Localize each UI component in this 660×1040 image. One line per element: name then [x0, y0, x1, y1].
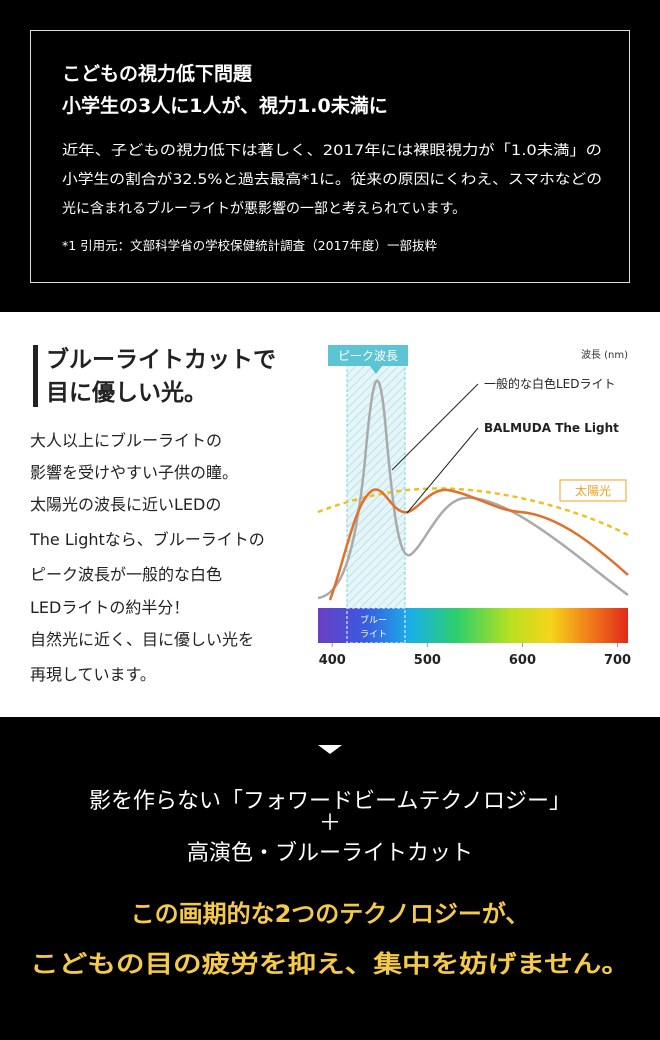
feature-body: The Lightなら、ブルーライトの — [29, 530, 265, 549]
highlight-line: この画期的な2つのテクノロジーが、 — [131, 900, 530, 928]
peak-label: ピーク波長 — [338, 349, 398, 363]
x-tick-label: 500 — [414, 653, 441, 668]
feature-body: 再現しています。 — [30, 665, 156, 684]
intro-title: こどもの視力低下問題 — [62, 62, 253, 85]
feature-body: ピーク波長が一般的な白色 — [30, 565, 222, 584]
title-bar — [33, 345, 38, 407]
series-label: 太陽光 — [575, 483, 611, 498]
feature-title: ブルーライトカットで — [46, 346, 276, 373]
feature: ブルーライトカットで 目に優しい光。 大人以上にブルーライトの 影響を受けやすい… — [29, 346, 276, 684]
intro: こどもの視力低下問題 小学生の3人に1人が、視力1.0未満に 近年、子どもの視力… — [62, 62, 602, 253]
highlight: この画期的な2つのテクノロジーが、 こどもの目の疲労を抑え、集中を妨げません。 — [30, 900, 630, 978]
peak-band — [346, 364, 406, 609]
feature-body: 大人以上にブルーライトの — [30, 431, 222, 450]
intro-body: 小学生の割合が32.5%と過去最高*1に。従来の原因にくわえ、スマホなどの — [62, 171, 602, 188]
blue-band — [346, 607, 406, 644]
feature-panel — [0, 312, 660, 717]
arrow — [318, 745, 342, 754]
highlight-line: こどもの目の疲労を抑え、集中を妨げません。 — [30, 950, 630, 978]
feature-body: LEDライトの約半分！ — [30, 598, 189, 617]
spectrum-bar — [318, 608, 628, 643]
balmuda-curve — [328, 488, 629, 601]
intro-body: 光に含まれるブルーライトが悪影響の一部と考えられています。 — [62, 200, 466, 217]
leader — [406, 427, 479, 514]
band-label: ライト — [360, 629, 387, 640]
x-tick-label: 700 — [604, 653, 631, 668]
x-tick-label: 400 — [319, 653, 346, 668]
summary-line: ＋ — [319, 811, 341, 836]
intro-body: 近年、子どもの視力低下は著しく、2017年には裸眼視力が「1.0未満」の — [62, 143, 602, 159]
leader — [391, 383, 479, 471]
x-tick-label: 600 — [509, 653, 536, 668]
intro-box — [30, 30, 630, 283]
series-label: 一般的な白色LEDライト — [484, 376, 616, 391]
feature-body: 太陽光の波長に近いLEDの — [30, 495, 221, 514]
spectrum-chart: ピーク波長 波長 (nm) 一般的な白色LEDライト BALMUDA The L… — [317, 345, 631, 668]
peak-label-box — [328, 345, 408, 366]
axis-label: 波長 (nm) — [581, 348, 628, 361]
feature-title: 目に優しい光。 — [46, 380, 207, 406]
peak-pointer — [370, 366, 382, 374]
intro-subtitle: 小学生の3人に1人が、視力1.0未満に — [62, 94, 388, 117]
intro-note: *1 引用元：文部科学省の学校保健統計調査（2017年度）一部抜粋 — [62, 238, 437, 253]
x-ticks: 400 500 600 700 — [319, 643, 631, 668]
feature-body: 影響を受けやすい子供の瞳。 — [30, 463, 238, 482]
band-label: ブルー — [360, 614, 387, 626]
summary-line: 影を作らない「フォワードビームテクノロジー」 — [89, 789, 571, 814]
feature-body: 自然光に近く、目に優しい光を — [30, 630, 254, 649]
sun-label-box — [559, 479, 627, 502]
summary-line: 高演色・ブルーライトカット — [187, 841, 473, 866]
summary: 影を作らない「フォワードビームテクノロジー」 ＋ 高演色・ブルーライトカット — [89, 789, 571, 866]
series-label: BALMUDA The Light — [484, 421, 619, 435]
